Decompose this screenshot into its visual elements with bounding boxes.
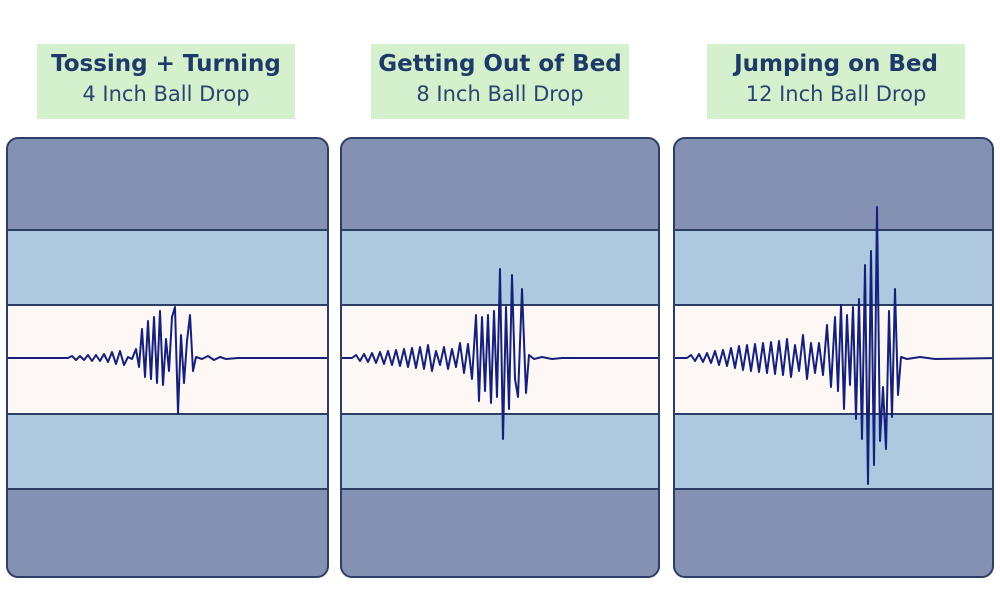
mid-band-bottom xyxy=(342,414,658,489)
panel-subtitle: 12 Inch Ball Drop xyxy=(745,82,927,106)
panel-subtitle: 8 Inch Ball Drop xyxy=(416,82,584,106)
mid-band-top xyxy=(675,230,992,305)
mattress-panel-jumping-on-bed xyxy=(673,137,994,578)
panel-title: Jumping on Bed xyxy=(734,51,938,77)
motion-diagram xyxy=(8,229,327,490)
panel-title: Getting Out of Bed xyxy=(378,51,622,77)
mid-band-top xyxy=(8,230,327,305)
label-jumping-on-bed: Jumping on Bed 12 Inch Ball Drop xyxy=(707,44,965,119)
label-tossing-turning: Tossing + Turning 4 Inch Ball Drop xyxy=(37,44,295,119)
motion-wave xyxy=(675,206,992,485)
motion-diagram xyxy=(675,206,992,490)
panel-title: Tossing + Turning xyxy=(51,51,281,77)
mid-band-bottom xyxy=(8,414,327,489)
motion-wave xyxy=(8,306,327,414)
panel-subtitle: 4 Inch Ball Drop xyxy=(82,82,250,106)
label-getting-out-of-bed: Getting Out of Bed 8 Inch Ball Drop xyxy=(371,44,629,119)
motion-diagram xyxy=(342,229,658,490)
mattress-panel-tossing-turning xyxy=(6,137,329,578)
mattress-panel-getting-out-of-bed xyxy=(340,137,660,578)
mid-band-bottom xyxy=(675,414,992,489)
motion-wave xyxy=(342,268,658,440)
